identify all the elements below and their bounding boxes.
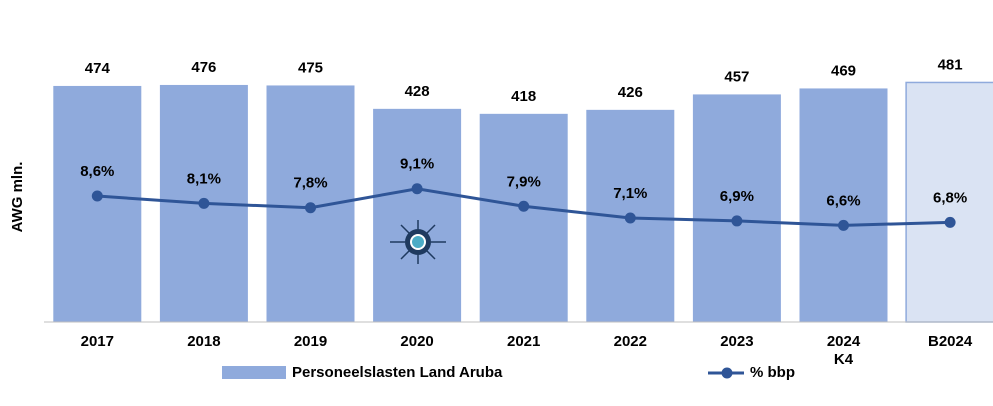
x-tick-label: 2021 — [507, 333, 541, 350]
x-tick-label: 2018 — [187, 333, 221, 350]
bar — [905, 81, 993, 323]
line-value-label: 8,6% — [80, 163, 114, 180]
bar-value-label: 426 — [618, 84, 643, 101]
bar — [373, 108, 462, 322]
line-point — [305, 202, 316, 214]
x-tick-label: 2022 — [613, 333, 647, 350]
line-point — [838, 219, 849, 231]
legend-swatch — [222, 366, 286, 379]
x-tick-label: 2020 — [400, 333, 434, 350]
legend-label: % bbp — [750, 364, 795, 381]
legend-label: Personeelslasten Land Aruba — [292, 364, 503, 381]
x-tick-label: 2017 — [80, 333, 114, 350]
bar-value-label: 469 — [831, 62, 856, 79]
line-point — [411, 183, 423, 195]
line-point — [198, 197, 210, 209]
line-value-label: 9,1% — [400, 156, 434, 173]
bar — [53, 85, 142, 322]
line-point — [624, 212, 636, 224]
bar — [692, 94, 781, 322]
line-value-label: 8,1% — [187, 170, 221, 187]
bar-value-label: 474 — [85, 60, 111, 77]
line-point — [91, 190, 103, 202]
bar — [479, 113, 568, 322]
x-tick-label: 2019 — [293, 333, 328, 350]
line-value-label: 6,8% — [933, 189, 967, 206]
x-tick-label: 2024 K4 — [826, 333, 861, 368]
bar — [799, 88, 888, 322]
line-value-label: 7,9% — [507, 173, 541, 190]
line-value-label: 7,1% — [613, 185, 647, 202]
legend-dot — [721, 367, 733, 379]
bar-value-label: 475 — [298, 59, 323, 76]
bar-value-label: 481 — [938, 56, 963, 73]
covid-icon — [390, 220, 446, 264]
bar-value-label: 418 — [511, 88, 536, 105]
y-axis-label: AWG mln. — [9, 162, 26, 233]
x-tick-label: 2023 — [720, 333, 754, 350]
line-value-label: 6,9% — [720, 188, 754, 205]
bar-value-label: 476 — [191, 59, 216, 76]
line-point — [944, 216, 956, 228]
line-value-label: 6,6% — [826, 192, 860, 209]
line-point — [731, 215, 743, 227]
line-point — [518, 200, 530, 212]
x-tick-label: B2024 — [927, 333, 973, 350]
bar-value-label: 428 — [405, 83, 430, 100]
line-value-label: 7,8% — [293, 175, 327, 192]
bar-value-label: 457 — [724, 68, 749, 85]
